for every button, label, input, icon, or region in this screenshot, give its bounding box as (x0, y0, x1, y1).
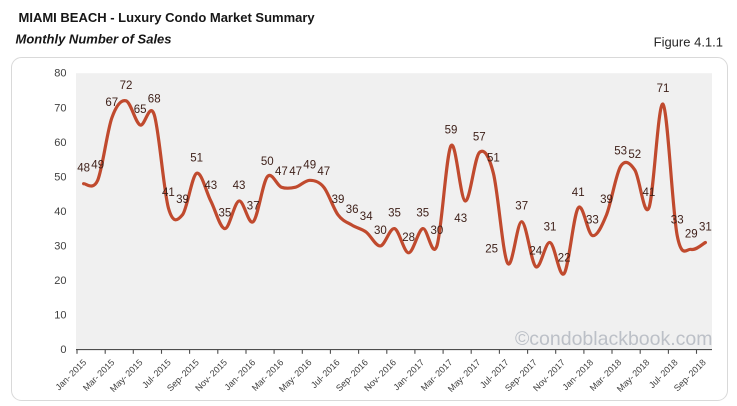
svg-text:52: 52 (628, 149, 641, 161)
svg-text:48: 48 (77, 163, 90, 175)
svg-text:20: 20 (54, 275, 66, 287)
svg-text:33: 33 (671, 215, 684, 227)
svg-text:49: 49 (91, 159, 104, 171)
svg-text:24: 24 (529, 246, 542, 258)
svg-text:39: 39 (332, 194, 345, 206)
svg-text:0: 0 (60, 344, 66, 356)
svg-text:72: 72 (120, 80, 133, 92)
svg-text:49: 49 (303, 159, 316, 171)
svg-text:41: 41 (162, 187, 175, 199)
svg-text:80: 80 (54, 68, 66, 80)
svg-text:47: 47 (289, 166, 302, 178)
svg-text:35: 35 (388, 208, 401, 220)
svg-text:31: 31 (544, 222, 557, 234)
svg-text:10: 10 (54, 310, 66, 322)
svg-text:59: 59 (445, 125, 458, 137)
svg-text:36: 36 (346, 204, 359, 216)
svg-text:39: 39 (176, 194, 189, 206)
svg-text:65: 65 (134, 104, 147, 116)
svg-text:60: 60 (54, 137, 66, 149)
svg-text:50: 50 (261, 156, 274, 168)
svg-text:70: 70 (54, 102, 66, 114)
svg-text:22: 22 (558, 253, 571, 265)
svg-text:68: 68 (148, 94, 161, 106)
svg-text:57: 57 (473, 132, 486, 144)
svg-text:35: 35 (219, 208, 232, 220)
svg-text:41: 41 (572, 187, 585, 199)
svg-text:31: 31 (699, 222, 712, 234)
svg-text:30: 30 (54, 241, 66, 253)
svg-text:51: 51 (190, 152, 203, 164)
svg-text:47: 47 (317, 166, 330, 178)
svg-text:©condoblackbook.com: ©condoblackbook.com (515, 328, 713, 350)
svg-text:71: 71 (657, 83, 670, 95)
svg-text:53: 53 (614, 145, 627, 157)
svg-text:33: 33 (586, 215, 599, 227)
svg-text:51: 51 (487, 152, 500, 164)
svg-text:43: 43 (204, 180, 217, 192)
svg-text:34: 34 (360, 211, 373, 223)
svg-text:47: 47 (275, 166, 288, 178)
svg-text:37: 37 (247, 201, 260, 213)
svg-text:50: 50 (54, 171, 66, 183)
svg-text:39: 39 (600, 194, 613, 206)
svg-text:35: 35 (416, 208, 429, 220)
svg-text:Monthly Number of Sales: Monthly Number of Sales (16, 32, 172, 47)
svg-text:37: 37 (515, 201, 528, 213)
svg-text:30: 30 (431, 225, 444, 237)
svg-text:25: 25 (485, 244, 498, 256)
svg-text:MIAMI BEACH - Luxury Condo Mar: MIAMI BEACH - Luxury Condo Market Summar… (19, 10, 316, 25)
svg-text:Figure 4.1.1: Figure 4.1.1 (654, 35, 723, 50)
svg-text:67: 67 (105, 97, 118, 109)
svg-text:40: 40 (54, 206, 66, 218)
svg-text:28: 28 (402, 232, 415, 244)
svg-text:29: 29 (685, 228, 698, 240)
svg-text:30: 30 (374, 225, 387, 237)
svg-text:43: 43 (233, 180, 246, 192)
svg-text:41: 41 (643, 187, 656, 199)
svg-text:43: 43 (454, 213, 467, 225)
